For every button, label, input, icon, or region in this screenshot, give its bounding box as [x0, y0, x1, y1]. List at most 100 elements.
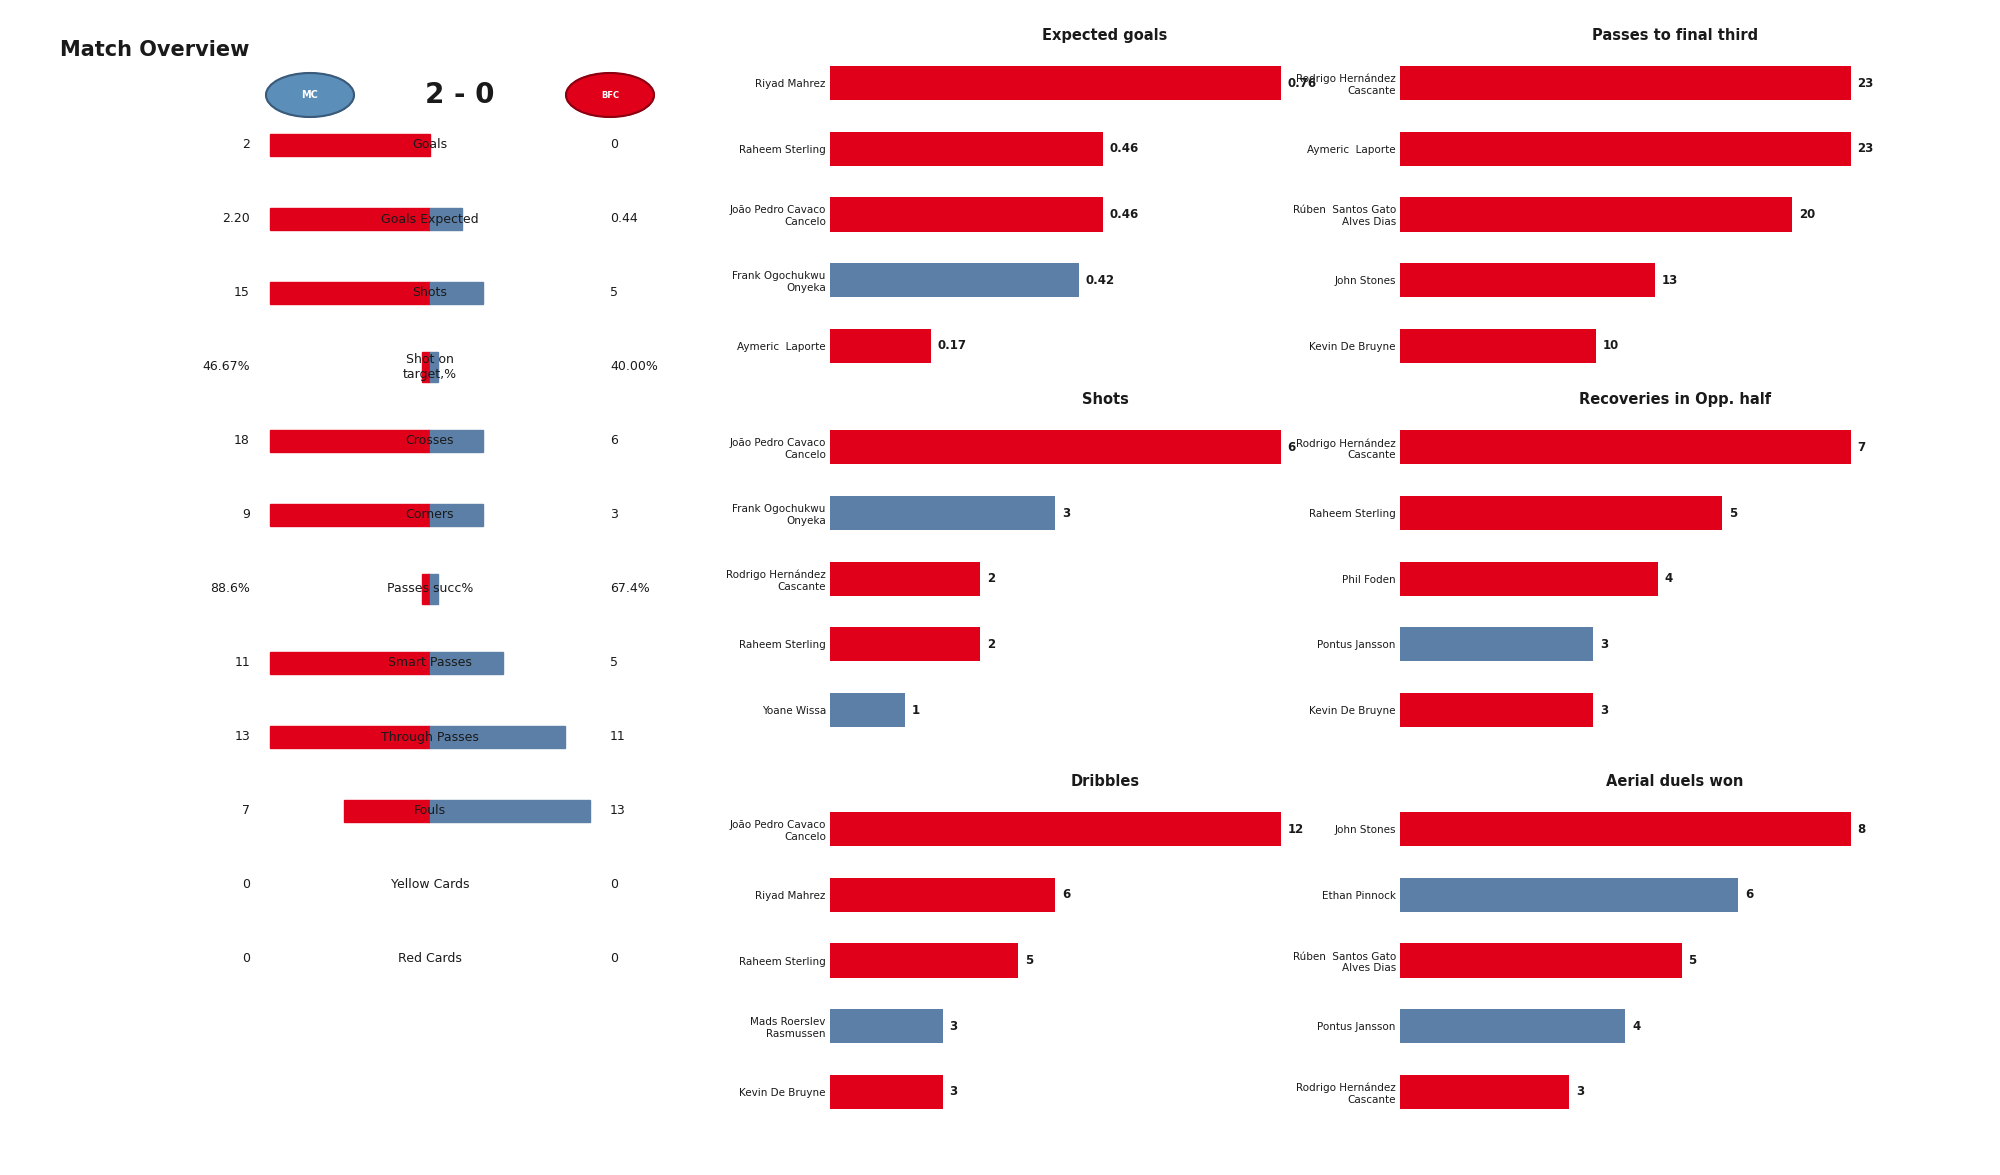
Text: 46.67%: 46.67% [202, 361, 250, 374]
Circle shape [266, 73, 354, 118]
Text: 0.44: 0.44 [610, 213, 638, 226]
Bar [430, 430, 484, 452]
Bar [830, 430, 1280, 464]
Bar [270, 726, 430, 748]
Bar [422, 352, 430, 382]
Bar [1400, 812, 1850, 846]
Bar [1400, 1009, 1626, 1043]
Text: 20: 20 [1798, 208, 1816, 221]
Bar [830, 878, 1056, 912]
Bar [830, 1075, 942, 1109]
Text: Through Passes: Through Passes [382, 731, 478, 744]
Text: 2.20: 2.20 [222, 213, 250, 226]
Text: 23: 23 [1858, 142, 1874, 155]
Bar [830, 693, 906, 727]
Text: 3: 3 [950, 1086, 958, 1099]
Text: 5: 5 [1688, 954, 1696, 967]
Bar [430, 800, 590, 822]
Text: 4: 4 [1632, 1020, 1640, 1033]
Bar [1400, 944, 1682, 978]
Text: 9: 9 [242, 509, 250, 522]
Bar [830, 1009, 942, 1043]
Text: 12: 12 [1288, 822, 1304, 835]
Text: 7: 7 [1858, 441, 1866, 454]
Title: Recoveries in Opp. half: Recoveries in Opp. half [1578, 392, 1772, 408]
Text: Match Overview: Match Overview [60, 40, 250, 60]
Text: MC: MC [302, 90, 318, 100]
Text: 0.46: 0.46 [1110, 142, 1138, 155]
Text: 88.6%: 88.6% [210, 583, 250, 596]
Text: 5: 5 [1024, 954, 1032, 967]
Text: 40.00%: 40.00% [610, 361, 658, 374]
Text: Goals: Goals [412, 139, 448, 152]
Bar [270, 208, 430, 230]
Bar [830, 627, 980, 662]
Text: BFC: BFC [600, 90, 620, 100]
Title: Aerial duels won: Aerial duels won [1606, 774, 1744, 790]
Bar [1400, 430, 1850, 464]
Text: 7: 7 [242, 805, 250, 818]
Bar [430, 652, 502, 674]
Bar [1400, 66, 1850, 100]
Text: 5: 5 [610, 657, 618, 670]
Text: 5: 5 [1728, 506, 1738, 519]
Text: 3: 3 [610, 509, 618, 522]
Text: 4: 4 [1664, 572, 1672, 585]
Text: 11: 11 [610, 731, 626, 744]
Text: 0.42: 0.42 [1086, 274, 1116, 287]
Bar [430, 504, 484, 526]
Bar [830, 66, 1280, 100]
Text: Fouls: Fouls [414, 805, 446, 818]
Bar [430, 352, 438, 382]
Bar [1400, 693, 1594, 727]
Title: Shots: Shots [1082, 392, 1128, 408]
Text: 0: 0 [610, 879, 618, 892]
Bar [830, 197, 1102, 231]
Bar [422, 575, 430, 604]
Text: 11: 11 [234, 657, 250, 670]
Text: 3: 3 [1600, 638, 1608, 651]
Bar [830, 812, 1280, 846]
Text: 0.17: 0.17 [938, 340, 966, 352]
Text: 2: 2 [242, 139, 250, 152]
Text: 3: 3 [950, 1020, 958, 1033]
Title: Passes to final third: Passes to final third [1592, 28, 1758, 43]
Bar [830, 944, 1018, 978]
Text: Red Cards: Red Cards [398, 953, 462, 966]
Text: 13: 13 [610, 805, 626, 818]
Bar [830, 329, 930, 363]
Bar [1400, 878, 1738, 912]
Text: 0: 0 [610, 139, 618, 152]
Text: Passes succ%: Passes succ% [386, 583, 474, 596]
Bar [270, 430, 430, 452]
Text: Crosses: Crosses [406, 435, 454, 448]
Text: 3: 3 [1062, 506, 1070, 519]
Bar [830, 496, 1056, 530]
Bar [1400, 132, 1850, 166]
Text: 3: 3 [1576, 1086, 1584, 1099]
Bar [1400, 496, 1722, 530]
Text: 1: 1 [912, 704, 920, 717]
Text: 6: 6 [1062, 888, 1070, 901]
Bar [830, 132, 1102, 166]
Bar [430, 575, 438, 604]
Bar [1400, 627, 1594, 662]
Text: 13: 13 [1662, 274, 1678, 287]
Text: Goals Expected: Goals Expected [382, 213, 478, 226]
Bar [1400, 1075, 1570, 1109]
Text: 0.76: 0.76 [1288, 76, 1316, 89]
Bar [1400, 197, 1792, 231]
Text: Yellow Cards: Yellow Cards [390, 879, 470, 892]
Text: 0.46: 0.46 [1110, 208, 1138, 221]
Bar [270, 282, 430, 304]
Text: Smart Passes: Smart Passes [388, 657, 472, 670]
Bar [430, 726, 566, 748]
Text: 2 - 0: 2 - 0 [426, 81, 494, 109]
Bar [1400, 263, 1654, 297]
Text: 8: 8 [1858, 822, 1866, 835]
Text: 6: 6 [1288, 441, 1296, 454]
Circle shape [566, 73, 654, 118]
Bar [270, 504, 430, 526]
Text: 6: 6 [610, 435, 618, 448]
Text: 18: 18 [234, 435, 250, 448]
